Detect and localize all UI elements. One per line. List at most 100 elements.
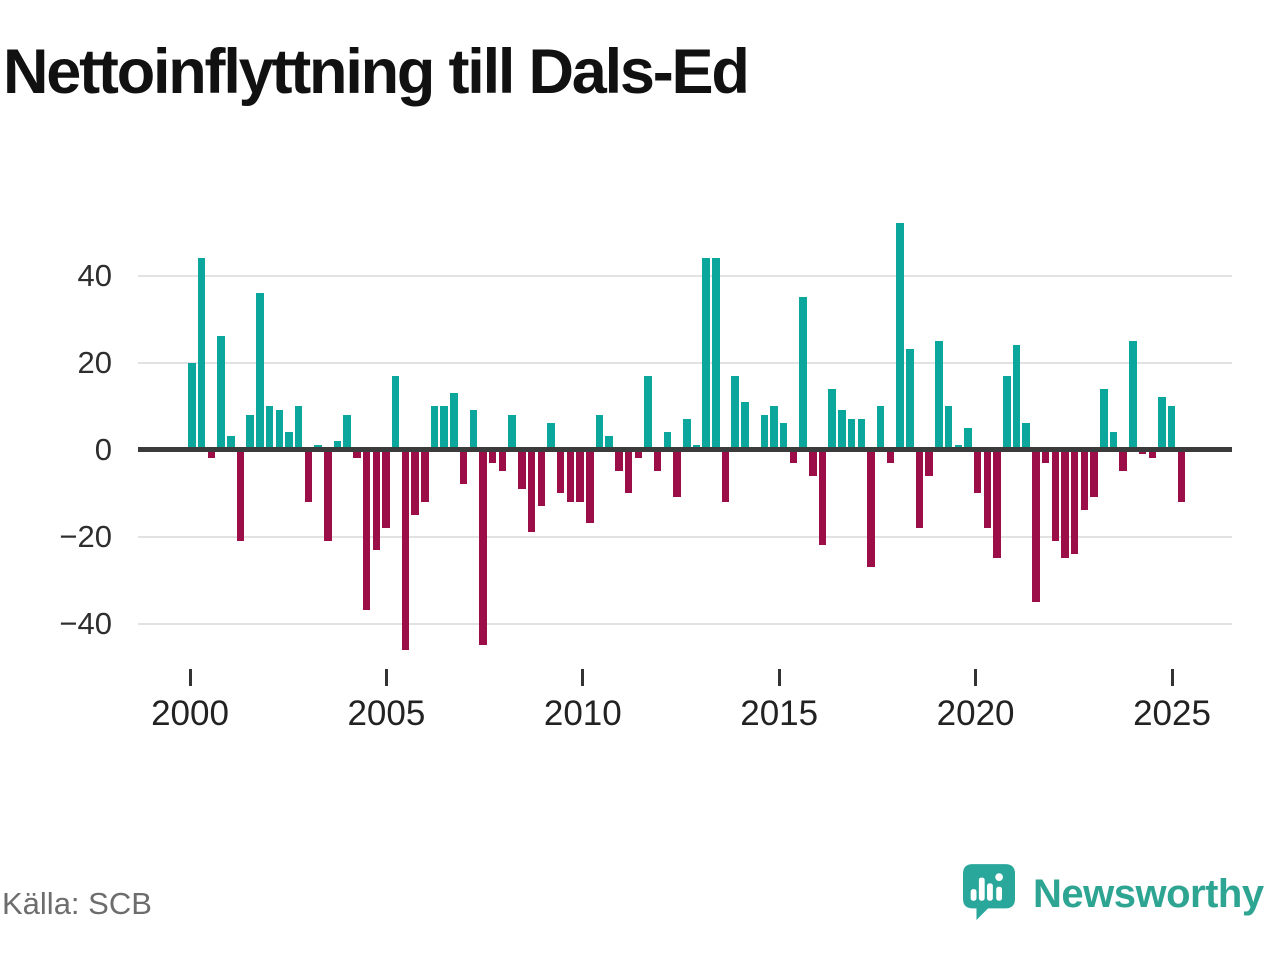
bar — [857, 419, 865, 450]
x-axis-tick — [384, 669, 388, 686]
x-axis-tick — [1170, 669, 1174, 686]
source-note: Källa: SCB — [2, 886, 152, 921]
bar — [1090, 449, 1098, 498]
bar — [1041, 449, 1050, 463]
bar — [847, 419, 856, 450]
bar — [275, 410, 284, 450]
bar — [828, 388, 836, 450]
bar — [1158, 397, 1166, 450]
bar — [809, 449, 817, 476]
bar — [673, 449, 681, 498]
bar — [488, 449, 497, 463]
bar — [915, 449, 924, 528]
bar — [867, 449, 875, 567]
bar — [421, 449, 429, 502]
y-axis-label: −40 — [59, 605, 112, 641]
bar — [789, 449, 798, 463]
bar — [411, 449, 419, 515]
bar — [1177, 449, 1186, 502]
newsworthy-logo-text: Newsworthy — [1033, 872, 1264, 916]
y-axis-label: 0 — [94, 431, 112, 467]
bar — [217, 336, 225, 450]
bar — [197, 258, 206, 450]
bar — [906, 349, 914, 450]
bar — [333, 440, 342, 450]
y-axis-label: 20 — [77, 344, 112, 380]
bar — [547, 423, 555, 450]
bar — [935, 340, 943, 450]
bar — [566, 449, 574, 502]
x-axis-label: 2010 — [543, 694, 622, 733]
bar — [353, 449, 361, 459]
bar — [576, 449, 584, 502]
x-axis-tick — [581, 669, 585, 686]
x-axis-tick — [974, 669, 978, 686]
bar — [294, 406, 303, 450]
bar — [508, 414, 516, 450]
x-axis-tick — [188, 669, 192, 686]
bar — [459, 449, 468, 485]
bar — [1129, 340, 1137, 450]
bar — [207, 449, 216, 459]
bar — [760, 414, 768, 450]
bar — [362, 449, 371, 611]
x-axis-label: 2000 — [151, 694, 229, 733]
bar — [721, 449, 730, 502]
bar — [702, 258, 710, 450]
bar — [391, 375, 400, 450]
bar — [1100, 388, 1108, 450]
bar — [799, 297, 807, 450]
bar — [1012, 345, 1021, 450]
bar — [624, 449, 633, 493]
x-axis-zero-line — [138, 447, 1232, 452]
bar — [1003, 375, 1011, 450]
bar — [1148, 449, 1156, 459]
bar — [469, 410, 477, 450]
bar — [605, 436, 613, 450]
bar — [818, 449, 827, 546]
bar — [246, 414, 254, 450]
bar — [479, 449, 487, 646]
bar — [1032, 449, 1040, 602]
bar — [1167, 406, 1176, 450]
bar — [527, 449, 536, 533]
bar — [983, 449, 992, 528]
bar — [615, 449, 623, 472]
bar — [324, 449, 332, 541]
bar — [256, 292, 264, 450]
bar — [236, 449, 245, 541]
bar — [450, 392, 458, 450]
bar — [518, 449, 526, 489]
bar — [896, 223, 904, 450]
bar — [430, 406, 439, 450]
bar — [993, 449, 1001, 559]
newsworthy-logo-icon — [963, 864, 1015, 920]
bar — [683, 419, 691, 450]
bar — [712, 258, 720, 450]
bar — [653, 449, 662, 472]
bar — [537, 449, 545, 506]
x-axis-label: 2005 — [347, 694, 426, 733]
bar — [372, 449, 380, 550]
bar — [838, 410, 846, 450]
gridline--40 — [138, 622, 1232, 625]
gridline-20 — [138, 361, 1232, 364]
chart-title: Nettoinflyttning till Dals-Ed — [3, 37, 750, 107]
bar — [595, 414, 604, 450]
bar — [343, 414, 351, 450]
bar — [1051, 449, 1059, 541]
bar — [285, 432, 293, 450]
bar — [586, 449, 594, 524]
bar — [1119, 449, 1127, 472]
bar — [1061, 449, 1069, 559]
bar — [731, 375, 739, 450]
bar — [1109, 432, 1118, 450]
bar — [188, 362, 196, 450]
y-axis-label: 40 — [77, 257, 112, 293]
bar — [382, 449, 390, 528]
bar — [663, 432, 671, 450]
bar — [779, 423, 788, 450]
bar — [876, 406, 885, 450]
